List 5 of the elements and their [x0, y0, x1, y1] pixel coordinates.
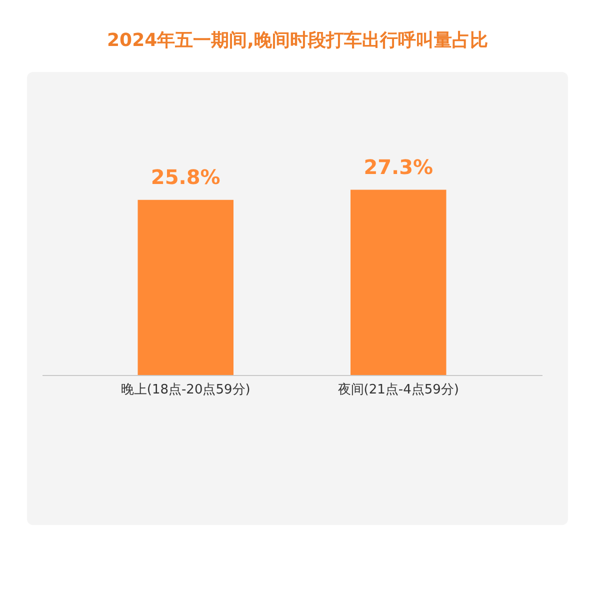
x-tick-label: 晚上(18点-20点59分) — [120, 382, 250, 398]
x-tick-label: 夜间(21点-4点59分) — [338, 382, 459, 398]
data-label: 25.8% — [150, 164, 220, 189]
data-label: 27.3% — [364, 154, 434, 179]
chart-title: 2024年五一期间,晚间时段打车出行呼叫量占比 — [106, 29, 489, 52]
